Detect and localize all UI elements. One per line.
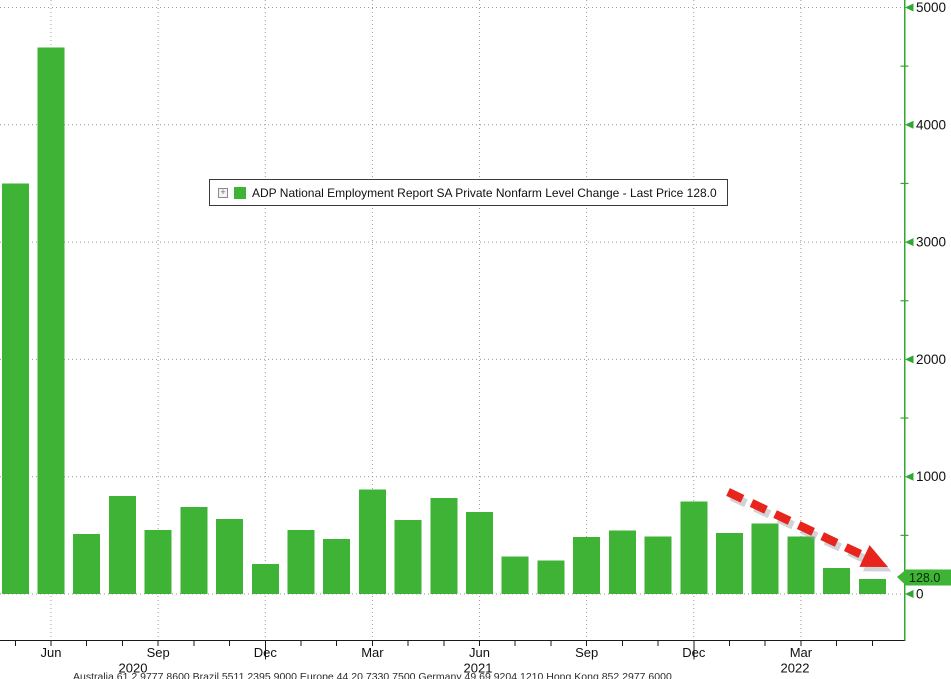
x-tick-label: Jun — [41, 645, 62, 660]
trend-arrow-annotation — [726, 488, 892, 572]
bar-jun-2021 — [466, 511, 494, 594]
bar-dec-2020 — [251, 564, 279, 594]
y-tick-label: 4000 — [916, 117, 946, 132]
trend-arrow-head-icon — [859, 545, 888, 567]
bar-nov-2020 — [216, 518, 244, 594]
bar-may-2020 — [1, 183, 29, 594]
x-tick-label: Sep — [575, 645, 598, 660]
x-tick-label: Dec — [254, 645, 278, 660]
bar-oct-2021 — [608, 530, 636, 594]
bar-may-2021 — [430, 497, 458, 594]
bar-jan-2022 — [716, 533, 743, 594]
y-tick-label: 5000 — [916, 0, 946, 15]
bar-mar-2022 — [787, 536, 815, 594]
bar-feb-2021 — [323, 538, 351, 594]
last-price-badge-label: 128.0 — [909, 571, 940, 585]
x-tick-label: Mar — [790, 645, 813, 660]
y-tick-label: 1000 — [916, 469, 946, 484]
gridlines — [0, 0, 905, 640]
bar-apr-2022 — [823, 568, 851, 594]
bar-apr-2021 — [394, 520, 422, 594]
bar-series — [1, 47, 886, 594]
y-tick-arrow-icon — [905, 355, 914, 364]
bar-nov-2021 — [644, 536, 672, 594]
series-color-swatch — [234, 186, 246, 199]
bar-oct-2020 — [180, 507, 208, 594]
series-label: ADP National Employment Report SA Privat… — [252, 185, 717, 200]
y-tick-arrow-icon — [905, 3, 914, 12]
bar-jun-2020 — [37, 47, 65, 594]
bar-aug-2020 — [108, 496, 136, 594]
y-tick-arrow-icon — [905, 472, 914, 481]
trend-arrow-shaft — [726, 488, 872, 563]
x-tick-label: Dec — [682, 645, 706, 660]
bar-sep-2020 — [144, 530, 172, 594]
bar-jul-2021 — [501, 556, 529, 594]
bar-dec-2021 — [680, 501, 708, 594]
y-tick-arrow-icon — [905, 120, 914, 129]
x-tick-label: Mar — [361, 645, 384, 660]
bar-jan-2021 — [287, 530, 315, 594]
chart-legend[interactable]: + ADP National Employment Report SA Priv… — [209, 179, 728, 206]
bar-feb-2022 — [751, 523, 779, 594]
last-price-badge — [897, 569, 951, 586]
bar-may-2022 — [858, 578, 886, 594]
bar-aug-2021 — [537, 560, 565, 594]
bar-mar-2021 — [358, 489, 386, 594]
bar-sep-2021 — [573, 537, 601, 594]
y-tick-label: 3000 — [916, 235, 946, 250]
year-label: 2022 — [781, 661, 810, 676]
year-label: 2021 — [464, 661, 493, 676]
x-tick-label: Jun — [469, 645, 490, 660]
x-tick-label: Sep — [147, 645, 170, 660]
y-tick-label: 2000 — [916, 352, 946, 367]
bloomberg-footer-text: Australia 61 2 9777 8600 Brazil 5511 239… — [73, 671, 672, 679]
year-label: 2020 — [119, 661, 148, 676]
y-tick-arrow-icon — [905, 590, 914, 598]
y-tick-label: 0 — [916, 587, 924, 602]
bar-jul-2020 — [73, 534, 101, 594]
y-tick-arrow-icon — [905, 238, 914, 247]
legend-expand-icon[interactable]: + — [218, 187, 228, 198]
